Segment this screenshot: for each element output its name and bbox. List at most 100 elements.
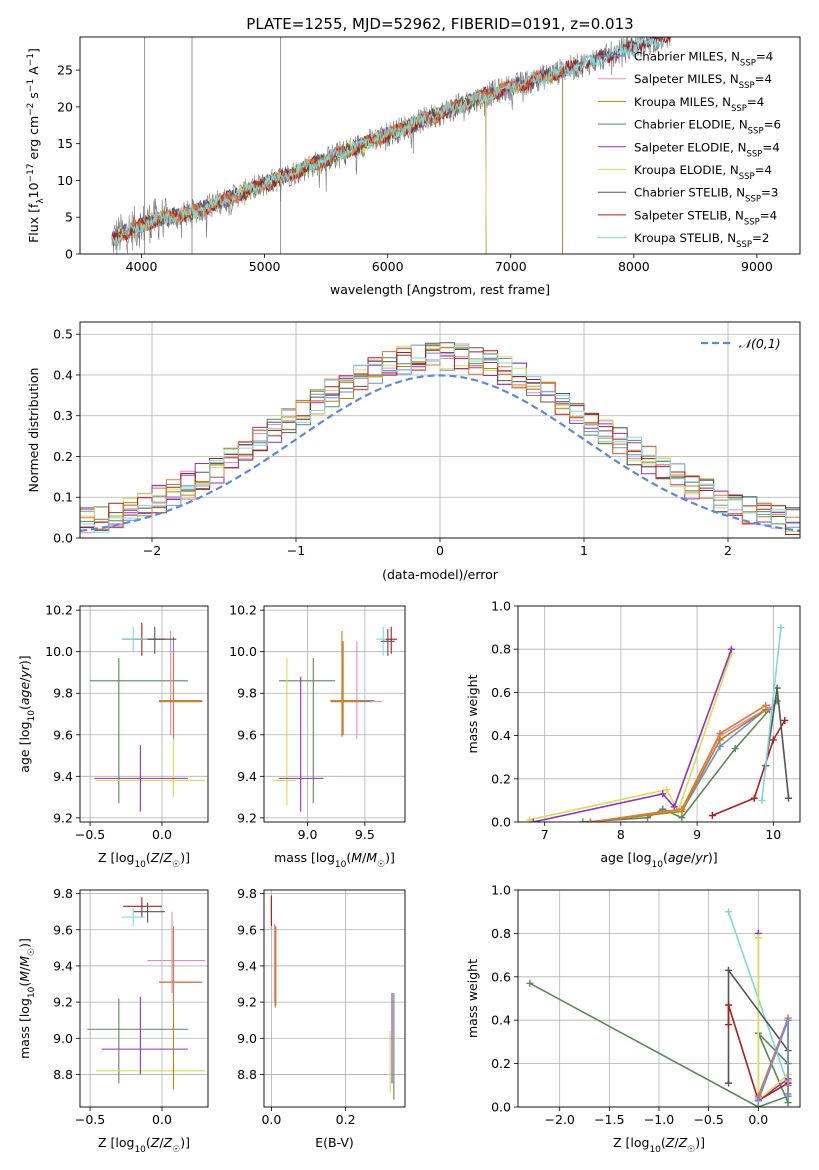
y-tick-label: 10.2 bbox=[45, 603, 73, 618]
errorbar-point bbox=[159, 641, 203, 739]
series-marker bbox=[678, 814, 686, 822]
y-tick-label: 9.6 bbox=[237, 922, 257, 937]
series-marker bbox=[754, 1096, 762, 1104]
y-tick-label: 9.0 bbox=[53, 1031, 73, 1046]
legend-label: 𝒩(0,1) bbox=[739, 336, 781, 351]
legend: Chabrier MILES, NSSP=4 Salpeter MILES, NS… bbox=[598, 50, 781, 250]
axes-frame bbox=[79, 36, 801, 255]
y-tick-label: 0.2 bbox=[53, 449, 73, 464]
series-marker bbox=[663, 786, 671, 794]
y-tick-label: 9.4 bbox=[53, 769, 73, 784]
x-tick-label: −1 bbox=[287, 543, 305, 558]
histogram-kroupa-stelib bbox=[80, 345, 800, 538]
series-marker bbox=[526, 979, 534, 987]
legend-label: Kroupa STELIB, NSSP=2 bbox=[634, 231, 769, 250]
plot-area bbox=[518, 890, 800, 1107]
model-spectrum-kroupa-stelib bbox=[111, 37, 667, 247]
y-tick-label: 9.2 bbox=[53, 995, 73, 1010]
y-tick-label: 25 bbox=[57, 63, 73, 78]
errorbar-point bbox=[330, 641, 375, 735]
x-tick-label: 0.0 bbox=[152, 1112, 172, 1127]
errorbar-point bbox=[147, 911, 206, 994]
x-tick-label: 1 bbox=[580, 543, 588, 558]
series-marker bbox=[586, 818, 594, 822]
x-tick-label: 7 bbox=[541, 827, 549, 842]
axes-frame bbox=[517, 605, 801, 823]
y-tick-label: 5 bbox=[65, 210, 73, 225]
normal-distribution-curve bbox=[80, 374, 800, 532]
series-marker bbox=[784, 1092, 792, 1100]
y-tick-label: 9.2 bbox=[53, 810, 73, 825]
y-tick-label: 9.6 bbox=[53, 727, 73, 742]
series-marker bbox=[725, 1001, 733, 1009]
x-tick-label: 8000 bbox=[618, 259, 650, 274]
panel-spectrum: 4000 5000 6000 7000 8000 9000 0 5 10 15 20 25 wavele… bbox=[26, 36, 801, 297]
x-tick-label: 0 bbox=[436, 543, 444, 558]
errorbar-point bbox=[330, 641, 383, 739]
y-tick-label: 10 bbox=[57, 173, 73, 188]
y-axis-label: Normed distribution bbox=[26, 368, 41, 493]
plot-area bbox=[111, 37, 671, 254]
x-tick-label: −1.5 bbox=[594, 1112, 624, 1127]
legend-label: Salpeter STELIB, NSSP=4 bbox=[634, 208, 777, 227]
axes-frame bbox=[263, 889, 406, 1108]
legend-label: Chabrier STELIB, NSSP=3 bbox=[634, 186, 778, 205]
y-tick-label: 0.6 bbox=[491, 969, 511, 984]
errorbar-point bbox=[159, 926, 203, 1003]
series-marker bbox=[750, 794, 758, 802]
x-tick-label: 9000 bbox=[741, 259, 773, 274]
y-tick-label: 0.8 bbox=[491, 642, 511, 657]
x-tick-label: 9.5 bbox=[355, 827, 375, 842]
x-axis-label: wavelength [Angstrom, rest frame] bbox=[330, 282, 550, 297]
y-tick-label: 9.8 bbox=[237, 886, 257, 901]
series-marker bbox=[785, 794, 793, 802]
series-marker bbox=[731, 745, 739, 753]
legend-label: Salpeter ELODIE, NSSP=4 bbox=[634, 140, 780, 159]
x-tick-label: 4000 bbox=[126, 259, 158, 274]
legend-label: Kroupa MILES, NSSP=4 bbox=[634, 95, 764, 114]
x-tick-label: 7000 bbox=[495, 259, 527, 274]
axes-frame bbox=[517, 889, 801, 1108]
errorbar-point bbox=[121, 626, 148, 652]
y-tick-label: 0.2 bbox=[491, 1056, 511, 1071]
x-tick-label: −0.5 bbox=[75, 1112, 105, 1127]
y-tick-label: 0.1 bbox=[53, 490, 73, 505]
y-tick-label: 0.4 bbox=[491, 1013, 511, 1028]
y-tick-label: 0.2 bbox=[491, 771, 511, 786]
errorbar-point bbox=[380, 628, 395, 656]
panel-mass-vs-Z: −0.5 0.0 8.8 9.0 9.2 9.4 9.6 9.8 Z [log10(Z/Z☉)]… bbox=[17, 886, 209, 1155]
errorbar-point bbox=[133, 626, 177, 654]
axes-frame bbox=[263, 605, 406, 823]
x-tick-label: −2.0 bbox=[545, 1112, 575, 1127]
series-marker bbox=[777, 624, 785, 632]
panel-residuals: −2 −1 0 1 2 0.0 0.1 0.2 0.3 0.4 0.5 (data-model)/er… bbox=[26, 321, 801, 582]
x-tick-label: −0.5 bbox=[693, 1112, 723, 1127]
x-axis-label: age [log10(age/yr)] bbox=[600, 850, 717, 870]
panel-age-vs-mass: 9.0 9.5 9.2 9.4 9.6 9.8 10.0 10.2 mass [log10(M/… bbox=[229, 603, 406, 870]
y-axis-label: mass weight bbox=[465, 959, 480, 1038]
series-line bbox=[727, 1004, 789, 1102]
y-axis-label: age [log10(age/yr)] bbox=[17, 655, 37, 772]
series-marker bbox=[659, 790, 667, 798]
x-tick-label: −2 bbox=[143, 543, 161, 558]
x-axis-label: Z [log10(Z/Z☉)] bbox=[613, 1135, 705, 1155]
y-tick-label: 0.8 bbox=[491, 926, 511, 941]
y-tick-label: 15 bbox=[57, 136, 73, 151]
y-tick-label: 0.5 bbox=[53, 327, 73, 342]
series-marker bbox=[725, 966, 733, 974]
errorbar-point bbox=[101, 996, 188, 1075]
series-marker bbox=[754, 1103, 762, 1107]
series-marker bbox=[716, 742, 724, 750]
series-marker bbox=[781, 716, 789, 724]
series-marker bbox=[784, 1099, 792, 1107]
series-line bbox=[757, 937, 789, 1103]
series-line bbox=[712, 720, 786, 817]
y-tick-label: 10.2 bbox=[229, 603, 257, 618]
x-tick-label: −1.0 bbox=[644, 1112, 674, 1127]
x-tick-label: 5000 bbox=[249, 259, 281, 274]
errorbar-point bbox=[330, 641, 360, 735]
y-tick-label: 1.0 bbox=[491, 883, 511, 898]
x-tick-label: 2 bbox=[724, 543, 732, 558]
x-axis-label: E(B-V) bbox=[315, 1135, 354, 1150]
legend-label: Chabrier ELODIE, NSSP=6 bbox=[634, 118, 781, 137]
